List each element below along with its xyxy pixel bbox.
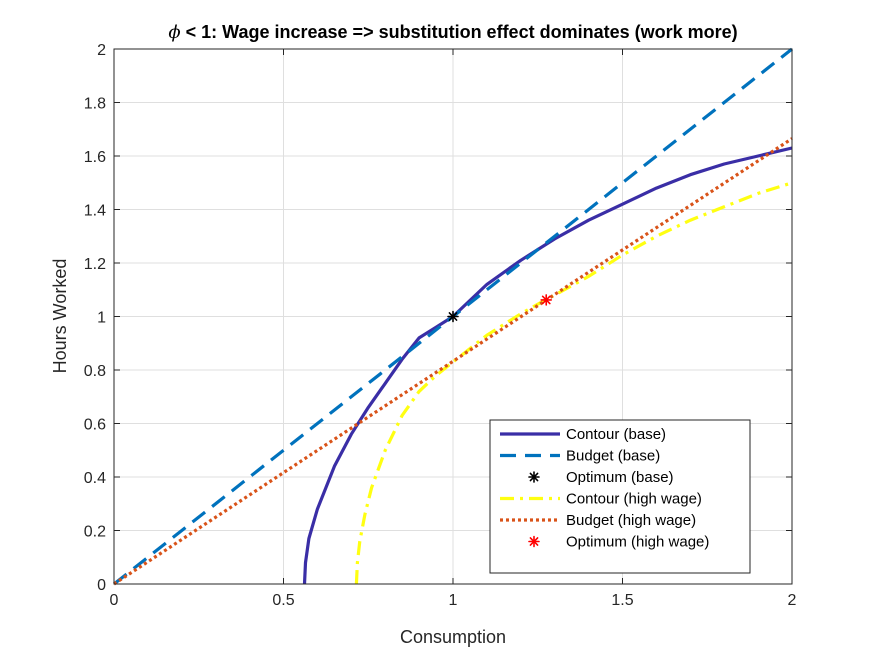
y-tick-label: 0.2 [84,524,106,541]
marker-optimum-base [447,310,459,323]
y-tick-label: 1 [97,310,106,327]
y-axis-label: Hours Worked [50,259,70,374]
title-text: < 1: Wage increase => substitution effec… [181,22,738,42]
y-tick-label: 1.8 [84,96,106,113]
series-contour-base [302,146,793,585]
series-layer [113,47,793,586]
y-tick-label: 0.4 [84,470,106,487]
legend-label-budget-high-wage: Budget (high wage) [566,512,696,529]
y-tick-label: 1.2 [84,256,106,273]
legend-label-budget-base: Budget (base) [566,448,660,465]
title-symbol: ϕ [168,22,180,43]
x-tick-label: 1.5 [611,592,633,609]
y-tick-label: 0 [97,577,106,594]
marker-optimum-high-wage [540,294,553,306]
x-tick-label: 1 [449,592,458,609]
legend-marker-optimum-high-wage [528,535,540,548]
x-axis-label: Consumption [400,627,506,647]
chart-title: ϕ < 1: Wage increase => substitution eff… [168,22,737,43]
x-tick-label: 2 [788,592,797,609]
ticks: 0 0.5 1 1.5 2 0 0.2 0.4 0.6 0.8 1 1.2 1.4 1.6 1.8 2 [84,42,797,609]
y-tick-label: 0.8 [84,363,106,380]
legend-label-optimum-high-wage: Optimum (high wage) [566,534,709,551]
y-tick-label: 0.6 [84,417,106,434]
legend-label-contour-high-wage: Contour (high wage) [566,491,702,508]
legend-label-contour-base: Contour (base) [566,426,666,443]
legend: Contour (base) Budget (base) Optimum (base… [489,419,751,574]
y-tick-label: 1.4 [84,203,106,220]
x-tick-label: 0 [110,592,119,609]
legend-label-optimum-base: Optimum (base) [566,469,674,486]
y-tick-label: 1.6 [84,149,106,166]
series-contour-high-wage [354,181,793,585]
legend-box [489,419,751,574]
y-tick-label: 2 [97,42,106,59]
x-tick-label: 0.5 [272,592,294,609]
legend-marker-optimum-base [528,471,540,483]
